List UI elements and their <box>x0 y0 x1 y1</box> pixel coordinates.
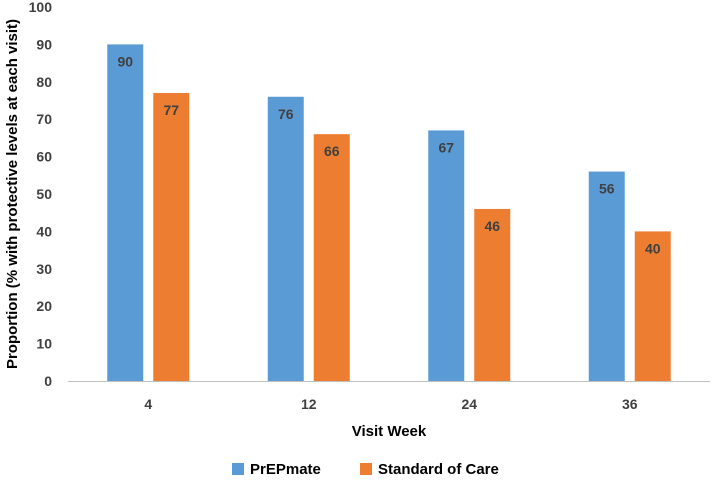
bar-data-label: 40 <box>645 240 661 256</box>
bar-prepmate-week-4 <box>107 44 144 382</box>
x-tick-label: 24 <box>461 396 477 412</box>
bar-prepmate-week-36 <box>588 171 625 381</box>
bar-data-label: 77 <box>163 102 179 118</box>
legend: PrEPmate Standard of Care <box>232 461 499 478</box>
y-tick-label: 40 <box>36 223 52 239</box>
bar-data-label: 56 <box>599 181 615 197</box>
bar-prepmate-week-12 <box>267 96 304 381</box>
y-tick-label: 50 <box>36 186 52 202</box>
x-tick-label: 4 <box>144 396 152 412</box>
x-axis-title: Visit Week <box>352 423 427 440</box>
legend-label: PrEPmate <box>250 461 321 478</box>
y-tick-label: 70 <box>36 111 52 127</box>
bar-standard-of-care-week-36 <box>634 231 671 381</box>
y-tick-label: 100 <box>29 0 53 15</box>
y-tick-label: 20 <box>36 298 52 314</box>
legend-label: Standard of Care <box>378 461 499 478</box>
bar-standard-of-care-week-12 <box>313 134 350 381</box>
bar-data-label: 46 <box>484 218 500 234</box>
bar-marks <box>107 44 671 382</box>
bar-data-label: 66 <box>324 143 340 159</box>
x-tick-label: 12 <box>301 396 317 412</box>
y-axis-title: Proportion (% with protective levels at … <box>4 19 21 369</box>
y-tick-label: 90 <box>36 36 52 52</box>
y-tick-label: 0 <box>44 373 52 389</box>
legend-swatch <box>360 463 372 475</box>
y-tick-label: 30 <box>36 261 52 277</box>
y-axis-ticks: 0 10 20 30 40 50 60 70 80 90 100 <box>29 0 53 389</box>
x-tick-label: 36 <box>622 396 638 412</box>
y-tick-label: 60 <box>36 149 52 165</box>
y-tick-label: 10 <box>36 336 52 352</box>
bar-standard-of-care-week-4 <box>153 93 190 382</box>
y-tick-label: 80 <box>36 74 52 90</box>
x-axis-ticks: 4 12 24 36 <box>144 396 637 412</box>
bar-data-label: 67 <box>438 139 454 155</box>
bar-data-label: 90 <box>117 53 133 69</box>
bar-data-label: 76 <box>278 106 294 122</box>
legend-swatch <box>232 463 244 475</box>
bar-standard-of-care-week-24 <box>474 208 511 381</box>
bar-data-labels: 90 77 76 66 67 46 56 40 <box>117 53 660 256</box>
bar-prepmate-week-24 <box>428 130 465 381</box>
